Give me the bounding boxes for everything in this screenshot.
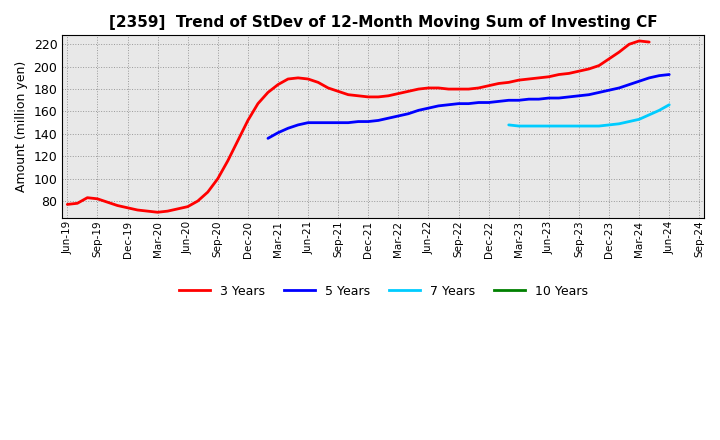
Y-axis label: Amount (million yen): Amount (million yen) [15,61,28,192]
Legend: 3 Years, 5 Years, 7 Years, 10 Years: 3 Years, 5 Years, 7 Years, 10 Years [174,280,593,303]
Title: [2359]  Trend of StDev of 12-Month Moving Sum of Investing CF: [2359] Trend of StDev of 12-Month Moving… [109,15,657,30]
